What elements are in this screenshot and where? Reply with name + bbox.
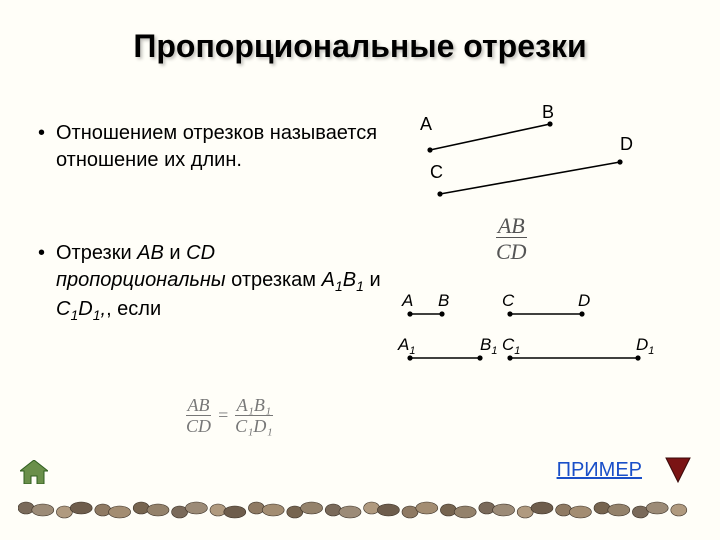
segments-diagram: А В С D А В С D А1 В1С1 D1 bbox=[380, 100, 700, 400]
next-triangle-icon[interactable] bbox=[664, 456, 692, 484]
svg-text:В: В bbox=[542, 102, 554, 122]
example-link[interactable]: ПРИМЕР bbox=[557, 459, 642, 482]
bullet-item-1: • Отношением отрезков называется отношен… bbox=[38, 120, 388, 174]
bullet-text-1: Отношением отрезков называется отношение… bbox=[56, 120, 388, 174]
svg-text:А1: А1 bbox=[397, 335, 415, 357]
svg-text:D: D bbox=[578, 291, 590, 310]
svg-text:D1: D1 bbox=[636, 335, 654, 357]
svg-text:А: А bbox=[401, 291, 413, 310]
svg-text:С: С bbox=[430, 162, 443, 182]
bullet-dot: • bbox=[38, 120, 56, 174]
svg-text:С1: С1 bbox=[502, 335, 520, 357]
svg-text:В: В bbox=[438, 291, 449, 310]
svg-text:С: С bbox=[502, 291, 515, 310]
content-area: • Отношением отрезков называется отношен… bbox=[38, 120, 388, 349]
bullet-text-2: Отрезки АВ и СD пропорциональны отрезкам… bbox=[56, 240, 388, 325]
bullet-dot: • bbox=[38, 240, 56, 325]
svg-text:А: А bbox=[420, 114, 432, 134]
svg-text:В1: В1 bbox=[480, 335, 497, 357]
home-icon[interactable] bbox=[20, 460, 48, 484]
svg-text:D: D bbox=[620, 134, 633, 154]
bullet-item-2: • Отрезки АВ и СD пропорциональны отрезк… bbox=[38, 240, 388, 325]
page-title: Пропорциональные отрезки bbox=[0, 0, 720, 65]
pebble-decoration bbox=[18, 492, 702, 522]
formula-equality: AB CD = A₁B₁ C₁D₁ bbox=[186, 396, 273, 436]
